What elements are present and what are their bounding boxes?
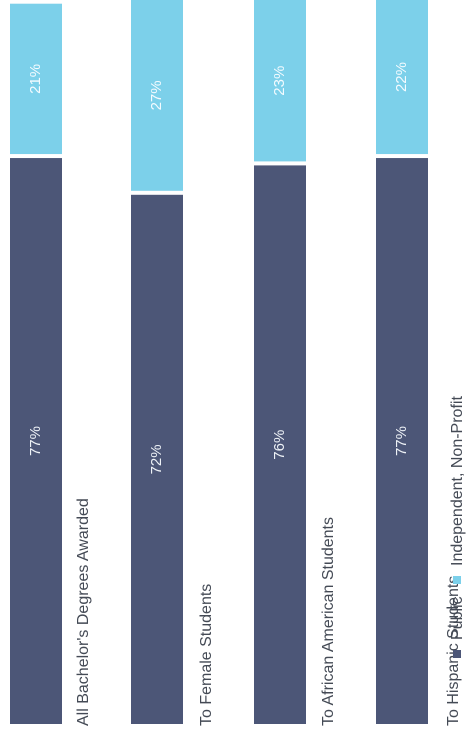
bar-public-african-american — [254, 165, 306, 724]
data-label-public-all-degrees: 77% — [27, 426, 44, 456]
data-label-public-african-american: 76% — [271, 430, 288, 460]
bar-public-female — [131, 194, 183, 725]
legend: Public Independent, Non-Profit — [449, 396, 466, 658]
legend-swatch-public — [453, 650, 461, 658]
bar-public-all-degrees — [10, 158, 62, 725]
bar-independent-female — [131, 0, 183, 191]
bar-independent-all-degrees — [10, 3, 62, 155]
category-label-all-degrees: All Bachelor's Degrees Awarded — [75, 498, 92, 726]
data-label-independent-all-degrees: 21% — [27, 64, 44, 94]
category-labels: All Bachelor's Degrees Awarded To Female … — [75, 498, 462, 726]
bar-public-hispanic — [376, 158, 428, 725]
bar-independent-african-american — [254, 0, 306, 162]
data-label-public-hispanic: 77% — [393, 426, 410, 456]
data-label-public-female: 72% — [148, 444, 165, 474]
data-label-independent-african-american: 23% — [271, 66, 288, 96]
legend-label-public: Public — [449, 596, 466, 640]
category-label-african-american: To African American Students — [320, 517, 337, 726]
data-label-independent-female: 27% — [148, 80, 165, 110]
category-label-female: To Female Students — [198, 584, 215, 726]
bar-independent-hispanic — [376, 0, 428, 155]
legend-label-independent: Independent, Non-Profit — [449, 396, 466, 566]
bars-group: 77% 21% 72% 27% 76% 23% 77% 22% — [10, 0, 428, 725]
data-label-independent-hispanic: 22% — [393, 62, 410, 92]
legend-swatch-independent — [453, 576, 461, 584]
